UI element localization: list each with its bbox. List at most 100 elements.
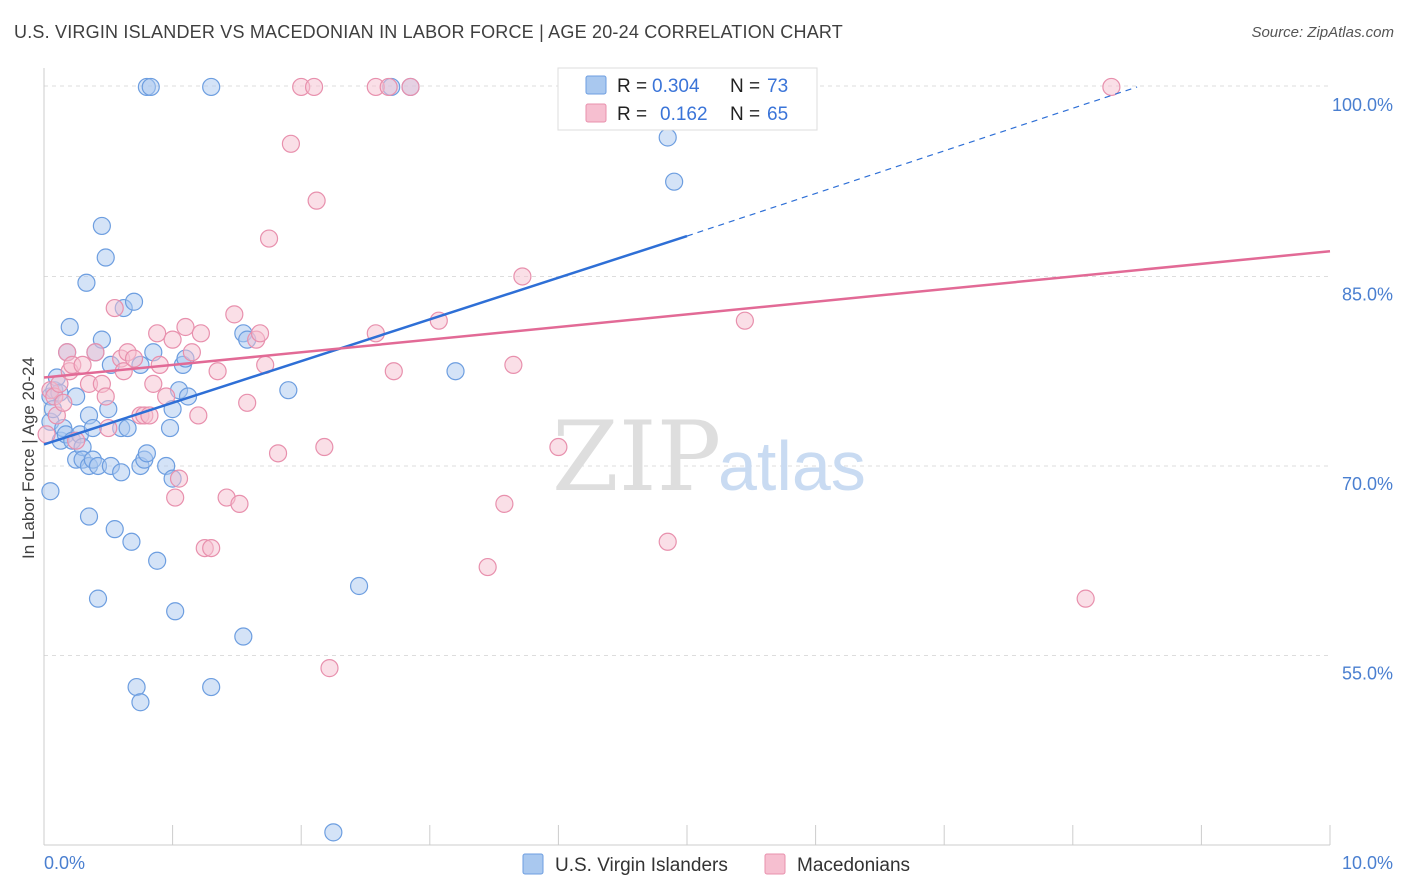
blue-data-point [131,693,150,712]
pink-data-point [202,538,221,558]
pink-data-point [54,393,73,412]
blue-data-point [446,362,465,381]
pink-data-point [144,374,163,393]
pink-data-point [549,437,568,457]
legend-r-value-blue: 0.304 [652,76,700,97]
blue-data-point [665,172,684,191]
pink-data-point [1076,589,1095,608]
pink-data-point [315,437,334,457]
blue-data-point [137,444,156,463]
blue-data-point [118,418,137,438]
blue-data-point [141,77,160,97]
blue-data-point [202,77,221,97]
pink-data-point [658,532,677,551]
blue-data-point [148,551,167,570]
pink-data-point [37,425,56,444]
blue-data-point [77,273,96,292]
blue-data-point [234,627,253,646]
pink-data-point [225,305,244,324]
blue-data-point [166,602,185,621]
x-tick-label: 0.0% [44,853,85,873]
series-legend-label-blue: U.S. Virgin Islanders [555,855,728,876]
pink-data-point [250,324,270,343]
pink-data-point [169,469,189,488]
legend-n-label: N = [730,104,760,125]
data-points [37,77,1121,842]
blue-data-point [279,381,298,400]
axes [43,68,1331,846]
pink-data-point [513,267,532,286]
tick-labels: 100.0% 85.0% 70.0% 55.0% 0.0% 10.0% [44,95,1393,873]
pink-data-point [320,659,339,678]
blue-data-point [105,520,124,539]
pink-data-point [96,387,115,406]
pink-data-point [73,355,92,375]
pink-data-point [191,324,210,343]
pink-data-point [166,488,185,507]
blue-data-point [96,248,115,267]
pink-data-point [504,355,523,375]
blue-trend-extension [686,86,1138,237]
watermark-atlas: atlas [718,427,866,505]
blue-trend-line [43,234,688,446]
blue-data-point [127,677,146,697]
blue-data-point [88,589,108,608]
pink-data-point [304,77,324,97]
series-legend-swatch-blue [522,853,544,875]
pink-data-point [735,311,754,330]
pink-data-point [182,343,201,362]
pink-data-point [401,77,420,97]
watermark: ZIP atlas [552,401,866,513]
pink-data-point [105,298,124,318]
blue-data-point [112,463,131,482]
legend-n-value-blue: 73 [767,76,788,97]
blue-data-point [160,418,180,438]
pink-trend-line [43,249,1331,379]
pink-data-point [478,557,497,577]
trend-lines [43,86,1331,446]
pink-data-point [208,362,227,381]
legend-r-label: R = [617,76,647,97]
series-legend: U.S. Virgin Islanders Macedonians [522,853,910,876]
blue-data-point [658,128,677,147]
blue-data-point [60,317,79,337]
series-legend-label-pink: Macedonians [797,855,910,876]
legend-swatch-blue [585,75,607,95]
pink-data-point [86,343,105,362]
legend-swatch-pink [585,103,607,123]
pink-data-point [384,362,403,381]
pink-data-point [281,134,301,153]
chart-title: U.S. VIRGIN ISLANDER VS MACEDONIAN IN LA… [14,22,843,42]
y-axis-label: In Labor Force | Age 20-24 [19,357,38,559]
y-tick-label: 85.0% [1342,284,1393,304]
pink-data-point [176,317,195,337]
legend-n-label: N = [730,76,760,97]
series-legend-swatch-pink [764,853,786,875]
pink-data-point [259,229,279,248]
legend-r-label: R = [617,104,647,125]
blue-data-point [349,576,369,596]
blue-data-point [324,823,343,842]
pink-data-point [163,330,182,349]
legend-r-value-pink: 0.162 [660,104,708,125]
blue-data-point [79,507,99,526]
y-tick-label: 55.0% [1342,663,1393,683]
watermark-zip: ZIP [552,401,721,513]
blue-data-point [124,292,144,311]
pink-data-point [307,191,326,210]
pink-data-point [1102,77,1121,97]
stats-legend: R = 0.304 N = 73 R = 0.162 N = 65 [557,67,818,131]
pink-data-point [495,494,514,513]
y-tick-label: 100.0% [1332,95,1393,115]
blue-data-point [202,677,221,697]
source-label: Source: ZipAtlas.com [1251,24,1394,41]
pink-data-point [238,393,257,412]
blue-data-point [92,216,111,236]
pink-data-point [268,444,288,463]
blue-data-point [41,482,60,501]
pink-data-point [124,349,144,368]
legend-n-value-pink: 65 [767,104,788,125]
x-tick-label: 10.0% [1342,853,1393,873]
y-tick-label: 70.0% [1342,474,1393,494]
